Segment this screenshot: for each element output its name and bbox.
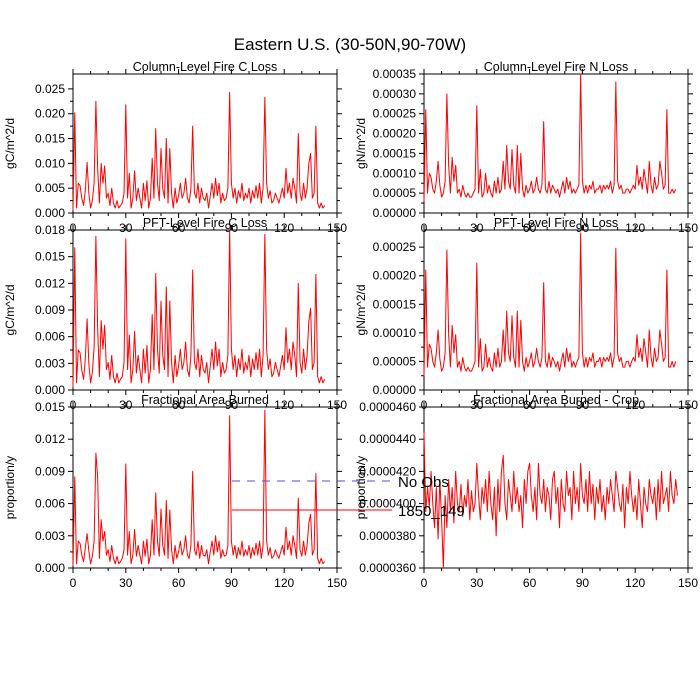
y-tick-label: 0.003 xyxy=(35,529,65,543)
x-tick-label: 120 xyxy=(625,576,645,590)
y-tick-label: 0.00020 xyxy=(373,269,417,283)
series-line-1850_149 xyxy=(423,73,677,202)
legend-label-1: 1850_149 xyxy=(398,503,465,520)
y-tick-label: 0.0000400 xyxy=(359,497,416,511)
y-tick-label: 0.0000460 xyxy=(359,400,416,414)
y-axis-label: gN/m^2/d xyxy=(354,118,368,169)
panel-title: PFT-Level Fire C Loss xyxy=(143,216,267,230)
y-tick-label: 0.012 xyxy=(35,432,65,446)
y-tick-label: 0.00020 xyxy=(373,127,417,141)
y-tick-label: 0.000 xyxy=(35,561,65,575)
y-tick-label: 0.000 xyxy=(35,206,65,220)
series-line-1850_149 xyxy=(72,409,326,566)
y-tick-label: 0.025 xyxy=(35,82,65,96)
y-tick-label: 0.006 xyxy=(35,497,65,511)
y-tick-label: 0.009 xyxy=(35,464,65,478)
panel-title: Fractional Area Burned - Crop xyxy=(473,393,639,407)
series-line-1850_149 xyxy=(72,91,326,211)
y-tick-label: 0.00005 xyxy=(373,354,417,368)
x-tick-label: 30 xyxy=(119,576,133,590)
y-axis-label: gN/m^2/d xyxy=(354,285,368,336)
panel-5: Fractional Area Burned proportion/y 0 30 60 9… xyxy=(3,393,347,590)
x-tick-label: 150 xyxy=(678,576,698,590)
y-tick-label: 0.00015 xyxy=(373,297,417,311)
panel-1: Column-Level Fire C LossgC/m^2/d03060901… xyxy=(3,60,347,235)
panel-3: PFT-Level Fire C LossgC/m^2/d03060901201… xyxy=(3,216,347,412)
y-tick-label: 0.005 xyxy=(35,181,65,195)
figure-title: Eastern U.S. (30-50N,90-70W) xyxy=(234,35,466,54)
panel-2: Column-Level Fire N LossgN/m^2/d03060901… xyxy=(354,60,698,235)
y-tick-label: 0.020 xyxy=(35,107,65,121)
y-tick-label: 0.0000380 xyxy=(359,529,416,543)
y-tick-label: 0.00025 xyxy=(373,107,417,121)
y-tick-label: 0.00010 xyxy=(373,326,417,340)
y-tick-label: 0.015 xyxy=(35,400,65,414)
y-tick-label: 0.0000440 xyxy=(359,432,416,446)
x-tick-label: 120 xyxy=(274,576,294,590)
y-tick-label: 0.00000 xyxy=(373,206,417,220)
legend: No Obs 1850_149 xyxy=(232,474,465,520)
y-tick-label: 0.006 xyxy=(35,330,65,344)
x-tick-label: 60 xyxy=(172,576,186,590)
panel-title: Fractional Area Burned xyxy=(141,393,269,407)
series-line-1850_149 xyxy=(72,229,326,388)
y-tick-label: 0.009 xyxy=(35,303,65,317)
x-tick-label: 30 xyxy=(470,576,484,590)
y-tick-label: 0.00025 xyxy=(373,240,417,254)
y-tick-label: 0.00005 xyxy=(373,186,417,200)
y-axis-label: gC/m^2/d xyxy=(3,285,17,336)
panels: Column-Level Fire C Loss gC/m^2/d 0 30 60 90 1… xyxy=(3,60,698,590)
y-tick-label: 0.00035 xyxy=(373,67,417,81)
y-tick-label: 0.018 xyxy=(35,223,65,237)
y-tick-label: 0.0000360 xyxy=(359,561,416,575)
panel-frame xyxy=(423,229,689,391)
legend-label-0: No Obs xyxy=(398,474,449,491)
x-tick-label: 150 xyxy=(327,576,347,590)
y-axis-label: proportion/y xyxy=(3,456,17,519)
y-tick-label: 0.012 xyxy=(35,276,65,290)
y-tick-label: 0.015 xyxy=(35,132,65,146)
panel-4: PFT-Level Fire N LossgN/m^2/d03060901201… xyxy=(354,216,698,412)
y-tick-label: 0.00010 xyxy=(373,166,417,180)
x-tick-label: 0 xyxy=(70,576,77,590)
x-tick-label: 90 xyxy=(225,576,239,590)
panel-title: PFT-Level Fire N Loss xyxy=(494,216,618,230)
panel-frame xyxy=(72,73,338,214)
x-tick-label: 90 xyxy=(576,576,590,590)
series-line-1850_149 xyxy=(423,432,678,569)
y-axis-label: gC/m^2/d xyxy=(3,118,17,169)
x-tick-label: 0 xyxy=(421,576,428,590)
x-tick-label: 60 xyxy=(523,576,537,590)
y-tick-label: 0.000 xyxy=(35,383,65,397)
panel-title: Column-Level Fire C Loss xyxy=(133,60,278,74)
y-axis-label: proportion/y xyxy=(354,456,368,519)
y-tick-label: 0.00030 xyxy=(373,87,417,101)
y-tick-label: 0.00015 xyxy=(373,146,417,160)
series-line-1850_149 xyxy=(423,232,677,376)
y-tick-label: 0.015 xyxy=(35,250,65,264)
y-tick-label: 0.00000 xyxy=(373,383,417,397)
y-tick-label: 0.010 xyxy=(35,156,65,170)
panel-6: Fractional Area Burned - Crop proportion/… xyxy=(354,393,698,590)
panel-title: Column-Level Fire N Loss xyxy=(484,60,629,74)
y-tick-label: 0.003 xyxy=(35,356,65,370)
y-tick-label: 0.0000420 xyxy=(359,464,416,478)
